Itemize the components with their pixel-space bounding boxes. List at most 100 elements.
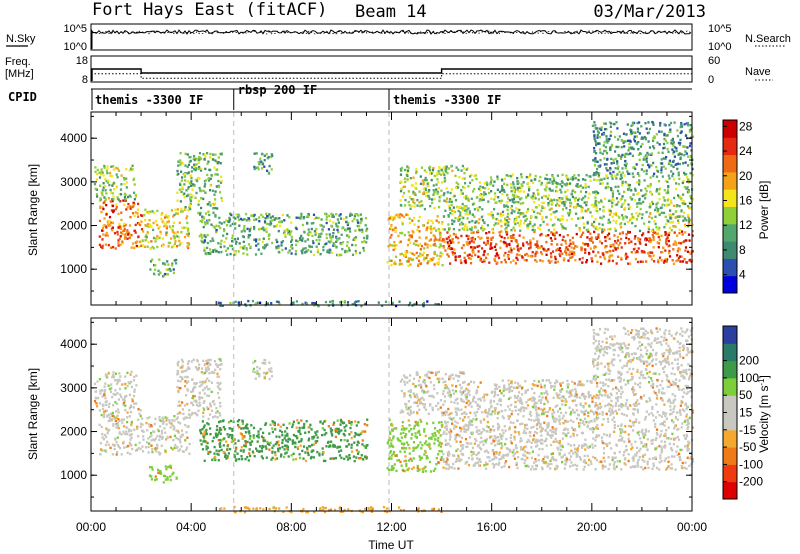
heatmap-cell xyxy=(119,227,122,230)
heatmap-cell xyxy=(268,443,271,446)
heatmap-cell xyxy=(208,372,211,375)
heatmap-cell xyxy=(646,252,650,255)
heatmap-cell xyxy=(661,175,664,178)
heatmap-cell xyxy=(204,155,207,158)
heatmap-cell xyxy=(637,153,640,156)
heatmap-cell xyxy=(140,228,144,231)
heatmap-cell xyxy=(514,188,517,191)
heatmap-cell xyxy=(356,224,359,228)
heatmap-cell xyxy=(516,245,519,248)
heatmap-cell xyxy=(206,362,209,365)
heatmap-cell xyxy=(542,201,545,204)
heatmap-cell xyxy=(266,302,269,305)
heatmap-cell xyxy=(667,233,670,237)
heatmap-cell xyxy=(388,418,391,421)
heatmap-cell xyxy=(141,450,145,453)
heatmap-cell xyxy=(597,175,600,179)
heatmap-cell xyxy=(660,158,663,161)
heatmap-cell xyxy=(429,244,432,247)
heatmap-cell xyxy=(209,427,212,430)
heatmap-cell xyxy=(678,143,681,146)
heatmap-cell xyxy=(111,395,114,399)
heatmap-cell xyxy=(161,212,164,215)
heatmap-cell xyxy=(639,152,642,155)
heatmap-cell xyxy=(205,367,208,370)
heatmap-cell xyxy=(231,222,234,226)
heatmap-cell xyxy=(231,240,234,243)
heatmap-cell xyxy=(537,198,540,201)
heatmap-cell xyxy=(205,448,208,451)
heatmap-cell xyxy=(119,393,122,396)
heatmap-cell xyxy=(686,121,689,125)
heatmap-cell xyxy=(204,179,207,182)
heatmap-cell xyxy=(622,132,626,135)
heatmap-cell xyxy=(288,438,291,441)
heatmap-cell xyxy=(428,460,432,464)
heatmap-cell xyxy=(561,227,564,230)
heatmap-cell xyxy=(586,236,589,239)
heatmap-cell xyxy=(617,138,620,141)
heatmap-cell xyxy=(177,404,180,407)
heatmap-cell xyxy=(662,157,665,160)
heatmap-cell xyxy=(119,243,122,246)
heatmap-cell xyxy=(321,433,324,437)
heatmap-cell xyxy=(637,247,640,250)
heatmap-cell xyxy=(590,257,593,260)
heatmap-cell xyxy=(281,248,284,252)
heatmap-cell xyxy=(503,190,506,193)
heatmap-cell xyxy=(679,131,682,135)
heatmap-cell xyxy=(419,175,422,178)
heatmap-cell xyxy=(637,202,640,205)
heatmap-cell xyxy=(479,198,482,201)
heatmap-cell xyxy=(229,252,232,256)
heatmap-cell xyxy=(436,215,439,218)
heatmap-cell xyxy=(655,175,659,178)
heatmap-cell xyxy=(637,237,640,240)
heatmap-cell xyxy=(340,420,343,423)
heatmap-cell xyxy=(538,246,542,249)
heatmap-cell xyxy=(534,252,537,255)
heatmap-cell xyxy=(422,259,425,262)
heatmap-cell xyxy=(284,434,287,437)
heatmap-cell xyxy=(126,420,129,424)
heatmap-cell xyxy=(101,206,104,209)
heatmap-cell xyxy=(672,144,675,147)
heatmap-cell xyxy=(154,220,158,223)
heatmap-cell xyxy=(148,224,151,228)
heatmap-cell xyxy=(669,202,672,205)
heatmap-cell xyxy=(676,204,679,207)
heatmap-cell xyxy=(319,223,322,227)
heatmap-cell xyxy=(311,436,314,439)
heatmap-cell xyxy=(441,424,444,427)
heatmap-cell xyxy=(620,176,623,179)
heatmap-cell xyxy=(161,416,164,419)
heatmap-cell xyxy=(551,233,555,236)
heatmap-cell xyxy=(531,197,534,201)
heatmap-cell xyxy=(514,219,518,222)
heatmap-cell xyxy=(648,251,651,254)
heatmap-cell xyxy=(657,151,660,154)
heatmap-cell xyxy=(311,301,314,305)
heatmap-cell xyxy=(467,256,471,260)
heatmap-cell xyxy=(220,250,223,254)
heatmap-cell xyxy=(657,259,660,262)
heatmap-cell xyxy=(527,176,530,179)
heatmap-cell xyxy=(169,478,172,482)
heatmap-cell xyxy=(253,218,256,222)
heatmap-cell xyxy=(548,200,552,203)
heatmap-cell xyxy=(570,193,573,196)
heatmap-cell xyxy=(133,183,136,186)
heatmap-cell xyxy=(451,251,454,254)
heatmap-cell xyxy=(125,181,128,184)
heatmap-cell xyxy=(194,385,197,389)
heatmap-cell xyxy=(468,212,472,215)
heatmap-cell xyxy=(181,176,184,179)
heatmap-cell xyxy=(109,446,112,449)
heatmap-cell xyxy=(121,240,124,243)
heatmap-cell xyxy=(601,152,604,155)
heatmap-cell xyxy=(459,211,462,214)
heatmap-cell xyxy=(290,235,293,239)
heatmap-cell xyxy=(247,234,250,237)
heatmap-cell xyxy=(149,268,152,271)
heatmap-cell xyxy=(451,169,454,173)
